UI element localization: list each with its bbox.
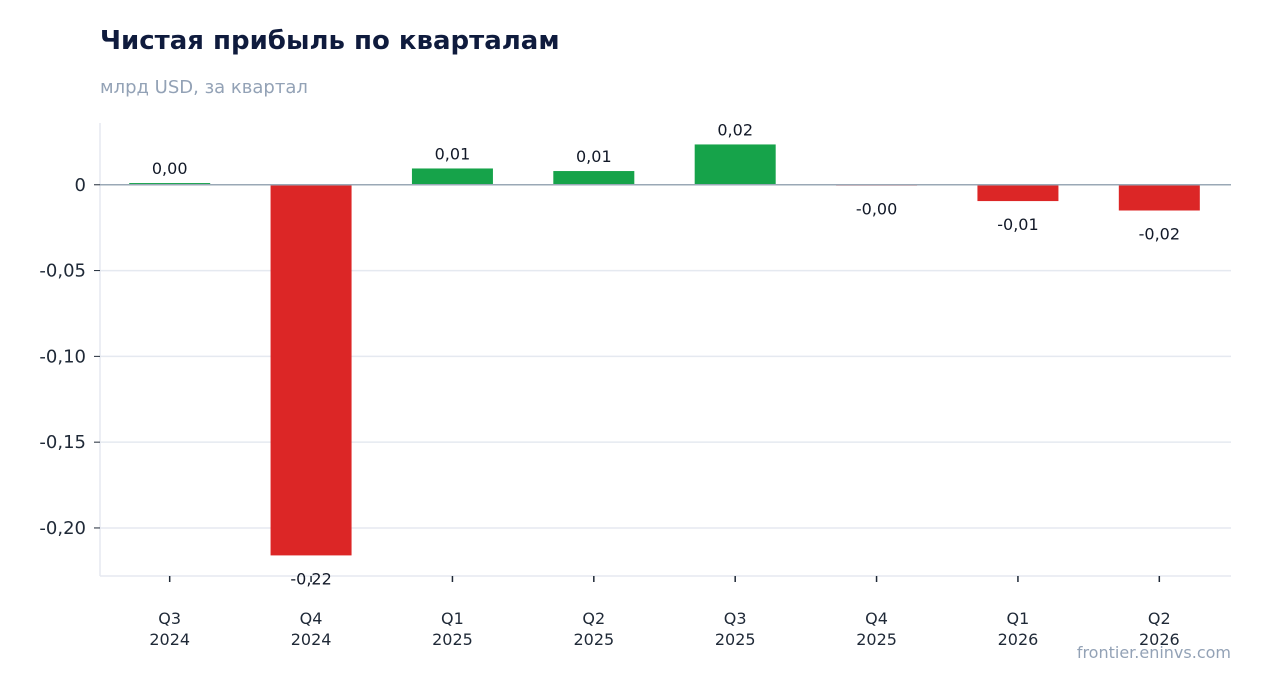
y-tick-label: -0,20	[39, 518, 86, 539]
source-watermark: frontier.eninvs.com	[1076, 643, 1231, 662]
x-tick-label-quarter: Q4	[300, 609, 323, 628]
y-tick-label: -0,15	[39, 432, 86, 453]
chart-title: Чистая прибыль по кварталам	[100, 26, 560, 56]
bar	[977, 184, 1059, 202]
bar	[553, 171, 635, 185]
x-tick-label-quarter: Q2	[582, 609, 605, 628]
y-tick-label: -0,10	[39, 346, 86, 367]
x-tick-label-year: 2024	[149, 630, 190, 649]
x-tick-label-year: 2025	[573, 630, 614, 649]
x-tick-label-quarter: Q2	[1148, 609, 1171, 628]
bar-value-label: 0,01	[576, 147, 612, 166]
bar-value-label: 0,02	[717, 120, 753, 139]
bar	[129, 183, 211, 185]
bar	[694, 144, 776, 185]
bar	[270, 184, 352, 556]
x-tick-label-year: 2025	[432, 630, 473, 649]
x-tick-label-quarter: Q3	[724, 609, 747, 628]
bar-value-label: -0,01	[997, 215, 1038, 234]
x-tick-label-year: 2026	[1139, 630, 1180, 649]
x-tick-label-year: 2026	[998, 630, 1039, 649]
bar	[411, 168, 493, 185]
x-tick-label-quarter: Q1	[441, 609, 464, 628]
bar	[1118, 184, 1200, 211]
x-tick-label-quarter: Q1	[1007, 609, 1030, 628]
chart-subtitle: млрд USD, за квартал	[100, 77, 308, 98]
bar-value-label: -0,00	[856, 200, 897, 219]
bar-value-label: 0,00	[152, 159, 188, 178]
x-tick-label-quarter: Q4	[865, 609, 888, 628]
y-tick-label: 0	[75, 175, 86, 196]
bar-value-label: -0,02	[1139, 225, 1180, 244]
bar-value-label: 0,01	[435, 144, 471, 163]
x-tick-label-year: 2024	[291, 630, 332, 649]
y-tick-label: -0,05	[39, 261, 86, 282]
x-tick-label-year: 2025	[715, 630, 756, 649]
x-tick-label-quarter: Q3	[158, 609, 181, 628]
x-tick-label-year: 2025	[856, 630, 897, 649]
